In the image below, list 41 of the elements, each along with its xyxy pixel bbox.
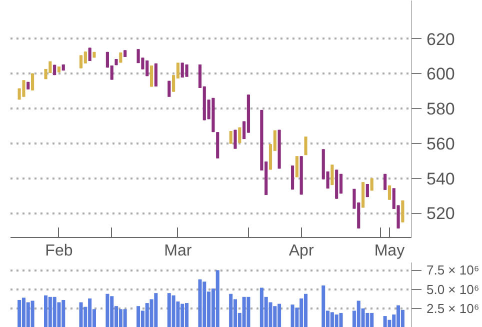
candlestick (150, 65, 154, 88)
candlestick (401, 200, 404, 223)
candlestick (330, 164, 334, 186)
bar (366, 312, 370, 327)
bar (383, 316, 387, 327)
bar (172, 295, 176, 327)
y-tick-label: 600 (426, 64, 455, 84)
y-tick-label: 7.5 × 10⁶ (426, 262, 480, 278)
x-tick-label: Mar (164, 242, 192, 260)
bar (400, 310, 404, 327)
candlestick (185, 64, 188, 78)
candlestick (388, 184, 392, 200)
y-tick-label: 520 (426, 204, 455, 224)
bar (216, 270, 220, 327)
candlestick (234, 129, 237, 150)
bar (246, 296, 250, 327)
candlestick (384, 173, 387, 190)
y-tick-label: 580 (426, 100, 455, 119)
candlestick (168, 80, 171, 98)
y-tick-label: 620 (426, 30, 455, 49)
bar (136, 306, 140, 327)
bar (198, 279, 202, 327)
y-tick-label: 2.5 × 10⁶ (426, 300, 480, 316)
candlestick (295, 156, 298, 178)
bar (290, 304, 294, 327)
bar (123, 309, 127, 327)
bar (339, 312, 343, 327)
bar (304, 294, 308, 327)
candlestick (366, 184, 369, 198)
candlestick (229, 130, 232, 144)
candlestick (304, 136, 308, 156)
y-tick-label: 540 (426, 169, 455, 188)
x-tick-label: Feb (45, 242, 73, 260)
bar (322, 285, 326, 327)
y-tick-label: 560 (426, 134, 455, 154)
bar (229, 294, 233, 327)
x-tick-label: May (374, 242, 405, 260)
y-tick-label: 5.0 × 10⁶ (426, 282, 480, 297)
candlestick (154, 62, 158, 87)
x-tick-label: Apr (288, 242, 314, 260)
bar (242, 296, 246, 327)
